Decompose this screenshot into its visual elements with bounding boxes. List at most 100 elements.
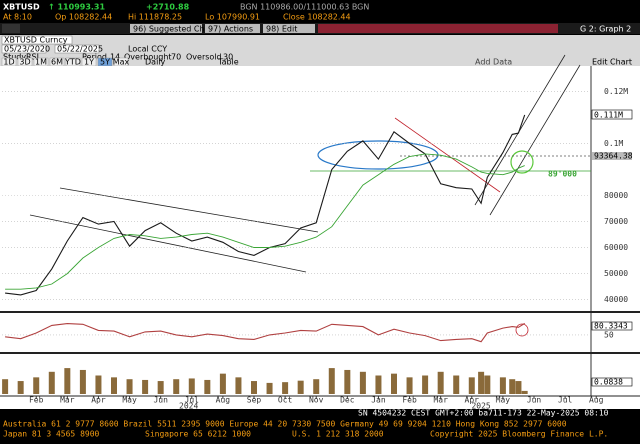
security-input[interactable] — [1, 35, 73, 45]
range-label[interactable]: 1D — [3, 58, 14, 67]
volume-bar — [313, 379, 320, 394]
volume-bar — [422, 375, 429, 394]
actions-button[interactable] — [205, 24, 260, 33]
range-label[interactable]: 6M — [51, 58, 63, 67]
x-tick-label: Oct — [278, 396, 293, 405]
highlight-circle — [510, 150, 534, 174]
start-date[interactable]: 05/23/2020 — [4, 45, 50, 54]
x-tick-label: May — [496, 396, 511, 405]
change: +2710.88 — [146, 3, 190, 12]
range-label[interactable]: YTD — [64, 58, 81, 67]
study[interactable]: RSI — [26, 53, 39, 62]
frequency[interactable]: Daily — [145, 58, 166, 67]
oversold-label: Oversold — [186, 53, 222, 62]
x-tick-label: Mar — [60, 396, 75, 405]
actions-label[interactable]: 97) Actions — [208, 25, 253, 34]
contact-japan: Japan 81 3 4565 8900 — [3, 430, 100, 439]
volume-bar — [328, 368, 335, 394]
highlight-circle — [515, 323, 529, 337]
volume-bar — [79, 369, 86, 394]
volume-bar — [142, 379, 149, 394]
x-tick-label: Jun — [527, 396, 542, 405]
x-tick-label: Sep — [247, 396, 262, 405]
range-label[interactable]: 3D — [19, 58, 30, 67]
x-tick-label: Aug — [216, 396, 231, 405]
graph-label[interactable]: G 2: Graph 2 — [580, 25, 631, 34]
menu-button[interactable] — [2, 24, 20, 33]
end-input[interactable] — [54, 44, 100, 54]
range-label[interactable]: 1M — [35, 58, 47, 67]
volume-bar — [509, 379, 516, 394]
range-label[interactable]: 1Y — [84, 58, 94, 67]
period[interactable]: 14 — [110, 53, 120, 62]
suggested-button[interactable] — [130, 24, 202, 33]
add-data[interactable]: Add Data — [475, 58, 512, 67]
channel-line — [489, 64, 581, 216]
x-tick-label: Jan — [371, 396, 386, 405]
volume-bar — [173, 379, 180, 394]
volume-bar — [2, 379, 9, 394]
x-tick-label: Aug — [589, 396, 604, 405]
year-label: 2025 — [471, 402, 490, 411]
volume-bar — [453, 375, 460, 394]
volume-bar — [468, 377, 475, 394]
y-tick-label: 50000 — [604, 269, 628, 278]
volume-bar — [235, 377, 242, 394]
high: Hi 111878.25 — [128, 13, 182, 22]
volume-bar — [297, 380, 304, 394]
volume-bar — [111, 377, 117, 394]
edit-button[interactable] — [263, 24, 315, 33]
volume-box — [591, 377, 633, 387]
overbought[interactable]: 70 — [171, 53, 181, 62]
x-tick-label: Jul — [185, 396, 200, 405]
series-line — [5, 153, 525, 290]
x-tick-label: Apr — [465, 396, 480, 405]
x-tick-label: Mar — [433, 396, 448, 405]
period-label: Period — [82, 53, 107, 62]
security[interactable]: XBTUSD Curncy — [4, 36, 68, 45]
volume-bar — [484, 375, 491, 394]
time: At 8:10 — [3, 13, 32, 22]
level-box — [592, 152, 632, 160]
edit-label[interactable]: 98) Edit — [266, 25, 297, 34]
channel-line — [59, 187, 319, 233]
x-tick-label: Nov — [309, 396, 324, 405]
volume-bar — [17, 381, 24, 394]
contacts: Australia 61 2 9777 8600 Brazil 5511 239… — [3, 420, 567, 429]
rsi-box — [591, 321, 633, 331]
currency[interactable]: Local CCY — [128, 45, 167, 54]
range-label[interactable]: 5Y — [100, 58, 110, 67]
range-label[interactable]: Max — [113, 58, 130, 67]
edit-chart[interactable]: Edit Chart — [592, 58, 632, 67]
volume-bar — [375, 375, 382, 394]
open: Op 108282.44 — [55, 13, 112, 22]
volume-bar — [499, 377, 506, 394]
series-line — [5, 322, 525, 343]
volume-bar — [266, 382, 273, 394]
suggested-label[interactable]: 96) Suggested Charts — [133, 25, 220, 34]
year-label: 2024 — [179, 402, 198, 411]
end-date[interactable]: 05/22/2025 — [57, 45, 103, 54]
oversold[interactable]: 30 — [223, 53, 233, 62]
y-tick-label: 80000 — [604, 191, 628, 200]
x-tick-label: Feb — [29, 396, 44, 405]
volume-bar — [437, 371, 444, 394]
volume-bar — [64, 368, 71, 394]
trend-line — [394, 117, 501, 193]
contact-singapore: Singapore 65 6212 1000 — [145, 430, 251, 439]
table-button[interactable]: Table — [217, 58, 239, 67]
volume-bar — [344, 369, 351, 394]
x-tick-label: Dec — [340, 396, 355, 405]
y-tick-label: 70000 — [604, 217, 628, 226]
last-price-label: 0.111M — [594, 111, 623, 120]
volume-bar — [521, 390, 528, 394]
red-bar — [318, 24, 558, 33]
level-annotation: 89'000 — [548, 170, 577, 179]
series-line — [5, 114, 526, 296]
ticker: XBTUSD — [3, 3, 40, 12]
start-input[interactable] — [1, 44, 47, 54]
session: SN 4504232 CEST GMT+2:00 ba711-173 22-Ma… — [358, 409, 609, 418]
volume-bar — [219, 373, 226, 394]
